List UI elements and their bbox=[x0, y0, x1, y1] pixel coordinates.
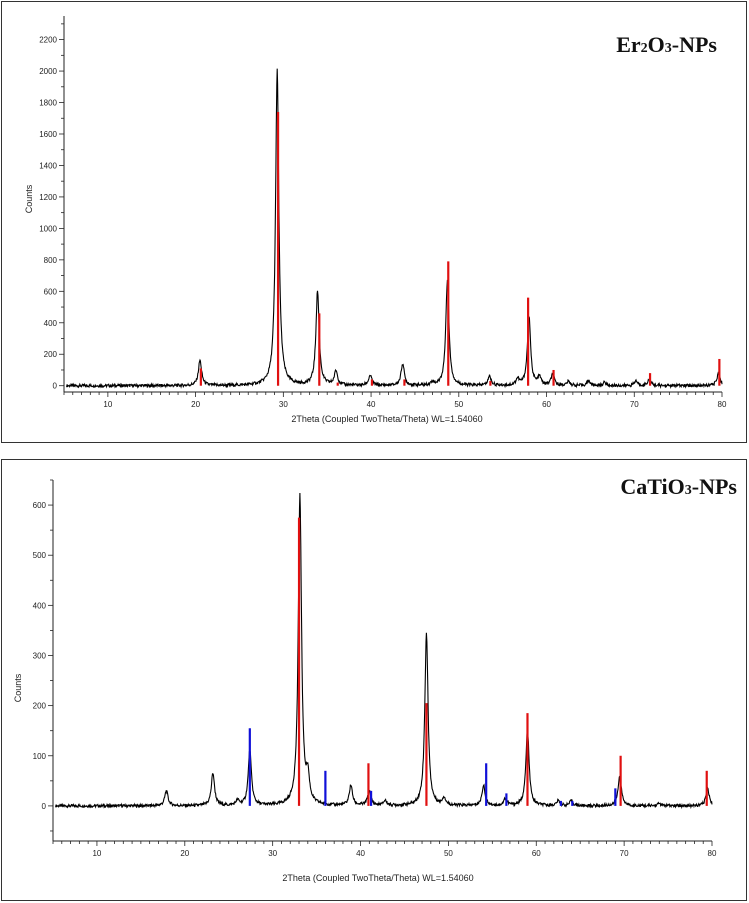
x-tick-label: 60 bbox=[542, 400, 551, 409]
x-tick-label: 30 bbox=[279, 400, 288, 409]
chart-title: CaTiO3-NPs bbox=[620, 474, 737, 499]
x-tick-label: 40 bbox=[367, 400, 376, 409]
y-tick-label: 300 bbox=[33, 651, 47, 660]
x-tick-label: 30 bbox=[268, 849, 277, 858]
x-axis-label: 2Theta (Coupled TwoTheta/Theta) WL=1.540… bbox=[282, 873, 473, 883]
x-tick-label: 10 bbox=[103, 400, 112, 409]
y-tick-label: 400 bbox=[33, 601, 47, 610]
diffraction-pattern-line bbox=[55, 492, 713, 810]
xrd-panel-er2o3: Er2O3-NPs 2Theta (Coupled TwoTheta/Theta… bbox=[1, 1, 747, 443]
xrd-chart-catio3: CaTiO3-NPs 2Theta (Coupled TwoTheta/Thet… bbox=[13, 474, 737, 883]
y-tick-label: 800 bbox=[44, 256, 58, 265]
y-tick-label: 1400 bbox=[39, 161, 57, 170]
y-tick-label: 1000 bbox=[39, 224, 57, 233]
x-tick-label: 10 bbox=[92, 849, 101, 858]
y-tick-label: 1600 bbox=[39, 130, 57, 139]
x-tick-label: 60 bbox=[532, 849, 541, 858]
y-axis-label: Counts bbox=[13, 673, 23, 702]
y-tick-label: 2200 bbox=[39, 36, 57, 45]
y-tick-label: 600 bbox=[44, 287, 58, 296]
y-tick-label: 400 bbox=[44, 319, 58, 328]
y-tick-label: 200 bbox=[33, 702, 47, 711]
x-tick-label: 50 bbox=[454, 400, 463, 409]
y-tick-label: 1200 bbox=[39, 193, 57, 202]
x-tick-label: 80 bbox=[718, 400, 727, 409]
chart-title: Er2O3-NPs bbox=[616, 32, 717, 57]
x-axis-label: 2Theta (Coupled TwoTheta/Theta) WL=1.540… bbox=[291, 414, 482, 424]
xrd-chart-er2o3: Er2O3-NPs 2Theta (Coupled TwoTheta/Theta… bbox=[24, 16, 727, 424]
y-tick-label: 1800 bbox=[39, 99, 57, 108]
y-tick-label: 500 bbox=[33, 551, 47, 560]
y-tick-label: 200 bbox=[44, 350, 58, 359]
y-tick-label: 2000 bbox=[39, 67, 57, 76]
x-tick-label: 70 bbox=[630, 400, 639, 409]
xrd-panel-catio3: CaTiO3-NPs 2Theta (Coupled TwoTheta/Thet… bbox=[1, 459, 747, 901]
x-tick-label: 70 bbox=[620, 849, 629, 858]
x-tick-label: 50 bbox=[444, 849, 453, 858]
y-axis-label: Counts bbox=[24, 184, 34, 213]
diffraction-pattern-line bbox=[66, 68, 723, 390]
x-tick-label: 40 bbox=[356, 849, 365, 858]
y-tick-label: 100 bbox=[33, 752, 47, 761]
x-tick-label: 20 bbox=[180, 849, 189, 858]
y-tick-label: 0 bbox=[42, 802, 47, 811]
x-tick-label: 20 bbox=[191, 400, 200, 409]
x-tick-label: 80 bbox=[708, 849, 717, 858]
y-tick-label: 0 bbox=[53, 382, 58, 391]
y-tick-label: 600 bbox=[33, 501, 47, 510]
